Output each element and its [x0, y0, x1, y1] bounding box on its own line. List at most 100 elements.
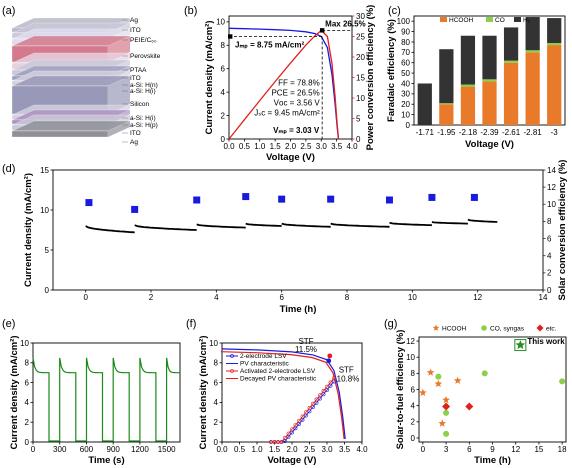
panel-d-current-segment — [389, 221, 432, 227]
panel-c-bar-HCOOH — [460, 86, 476, 125]
panel-b-xtick-label: 3.0 — [316, 142, 328, 151]
panel-g-this-work-label: This work — [527, 337, 565, 346]
panel-b-series-red — [228, 29, 340, 140]
panel-b-ylabel: Current density (mA/cm²) — [204, 20, 215, 134]
panel-b-jv-chart: 0.0 0.5 1.0 1.5 2.0 2.5 3.0 3.5 4.00246810051015… — [204, 5, 376, 163]
panel-e-ytick-label: 2 — [25, 418, 30, 427]
panel-f-ytick-label: 4 — [214, 398, 219, 407]
panel-d-xtick-label: 14 — [539, 293, 548, 302]
panel-d-xtick-label: 2 — [149, 293, 154, 302]
panel-f-activated-lsv-marker — [332, 376, 336, 381]
panel-label-e: (e) — [2, 318, 15, 330]
panel-f-xlabel: Voltage (V) — [268, 455, 317, 466]
panel-c-xtick-label: -2.81 — [524, 128, 543, 137]
panel-b-right-ytick-label: 5 — [356, 114, 361, 123]
panel-c-ytick-label: 0 — [406, 121, 411, 130]
panel-g-ytick-label: 6 — [411, 385, 416, 394]
panel-g-point-HCOOH — [442, 396, 450, 404]
panel-f-activated-lsv-marker — [325, 384, 329, 389]
layer-label: PEIE/C₆₀ — [130, 37, 157, 44]
panel-d-xtick-label: 4 — [214, 293, 219, 302]
panel-g-xtick-label: 15 — [534, 445, 543, 454]
panel-f-xtick-label: 0.5 — [234, 445, 246, 454]
panel-d-current-segment — [281, 222, 331, 228]
panel-c-legend-swatch — [440, 17, 447, 22]
panel-g-point-HCOOH — [426, 368, 435, 376]
panel-b-max-label: Max 26.5% — [325, 19, 365, 28]
panel-e-ytick-label: 8 — [25, 359, 30, 368]
panel-d-efficiency-point — [470, 193, 478, 201]
panel-g-ytick-label: 0 — [411, 434, 416, 443]
panel-d-efficiency-point — [278, 195, 286, 203]
panel-b-xtick-label: 0.0 — [223, 142, 235, 151]
panel-g-ytick-label: 8 — [411, 369, 416, 378]
panel-b-vmp-label: Vₘₚ = 3.03 V — [273, 126, 320, 135]
panel-f-activated-lsv-marker — [279, 440, 284, 444]
panel-c-bar-HCOOH — [439, 104, 454, 125]
panel-d-ytick-label: 0 — [45, 286, 50, 295]
panel-c-ytick-label: 40 — [401, 79, 410, 88]
panel-e-onoff-chart: 0 300 600 900 1200 1500 0 2 4 6 8 10 Time (s) Current… — [9, 335, 181, 466]
panel-f-legend-label: Activated 2-electrode LSV — [240, 368, 316, 375]
panel-e-xtick-label: 1500 — [158, 445, 176, 454]
panel-d-ytick-label: 10 — [40, 206, 49, 215]
panel-g-legend-label: HCOOH — [442, 326, 467, 333]
panel-e-current-trace — [32, 357, 180, 442]
panel-d-efficiency-point — [242, 193, 250, 201]
panel-f-legend-label: Decayed PV characteristic — [240, 376, 317, 383]
panel-f-activated-lsv-marker — [311, 401, 315, 406]
panel-c-ytick-label: 80 — [401, 38, 410, 47]
panel-f-xtick-label: 2.0 — [286, 445, 298, 454]
panel-f-activated-lsv-marker — [297, 418, 301, 423]
panel-e-xtick-label: 0 — [31, 445, 36, 454]
panel-f-activated-lsv-marker — [286, 431, 291, 436]
panel-g-point-HCOOH — [438, 419, 446, 427]
panel-g-ytick-label: 12 — [406, 337, 415, 346]
panel-d-xtick-label: 8 — [345, 293, 350, 302]
panel-e-ytick-label: 10 — [20, 339, 29, 348]
panel-label-b: (b) — [184, 5, 197, 17]
panel-c-bar-CO — [439, 103, 454, 105]
panel-d-efficiency-point — [428, 193, 436, 201]
panel-c-ytick-label: 90 — [401, 27, 410, 36]
panel-d-xtick-label: 6 — [279, 293, 284, 302]
panel-b-ytick-label: 4 — [221, 88, 226, 97]
panel-c-xtick-label: -1.71 — [416, 128, 435, 137]
panel-b-right-ytick-label: 15 — [356, 73, 365, 82]
panel-g-point-CO, syngas — [481, 370, 488, 377]
panel-f-xtick-label: 1.0 — [251, 445, 263, 454]
stack-layer-front — [11, 130, 109, 138]
panel-g-this-work-box — [514, 339, 527, 352]
panel-g-xtick-label: 9 — [490, 445, 495, 454]
panel-f-legend-marker — [230, 354, 234, 358]
panel-d-efficiency-point — [131, 205, 139, 213]
stack-layer-side — [108, 76, 130, 114]
panel-c-bar-CO — [482, 79, 497, 82]
panel-c-ytick-label: 60 — [401, 59, 410, 68]
panel-b-y2label: Power conversion efficiency (%) — [365, 5, 376, 151]
layer-label: a-Si: H(i) — [130, 115, 156, 122]
panel-d-right-ytick-label: 14 — [547, 166, 556, 175]
panel-label-d: (d) — [2, 163, 15, 175]
panel-g-ytick-label: 2 — [411, 418, 416, 427]
panel-c-bar-H₂ — [417, 83, 432, 125]
panel-c-ylabel: Faradaic efficiency (%) — [386, 19, 397, 122]
panel-g-point-etc. — [465, 402, 474, 411]
layer-label: Silicon — [130, 101, 150, 108]
panel-d-y2label: Solar conversion efficiency (%) — [557, 160, 568, 301]
panel-b-xtick-label: 2.5 — [300, 142, 312, 151]
panel-b-right-ytick-label: 10 — [356, 94, 365, 103]
panel-b-xtick-label: 3.5 — [331, 142, 343, 151]
panel-f-xtick-label: 4.0 — [356, 445, 368, 454]
panel-f-activated-lsv-marker — [283, 435, 287, 440]
panel-b-stat-1: PCE = 26.5% — [271, 89, 319, 98]
panel-c-xtick-label: -2.39 — [480, 128, 499, 137]
panel-e-ytick-label: 4 — [25, 398, 30, 407]
panel-e-xlabel: Time (s) — [88, 455, 124, 466]
panel-b-xtick-label: 0.5 — [239, 142, 251, 151]
panel-c-legend-swatch — [486, 17, 493, 22]
panel-b-max-marker — [319, 28, 325, 33]
